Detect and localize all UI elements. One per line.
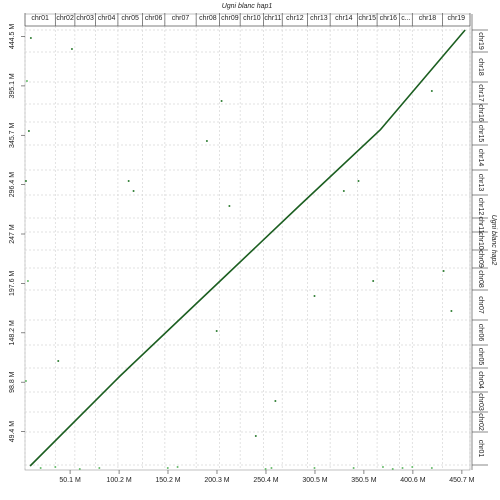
alignment-dot xyxy=(54,466,57,468)
y-tick-label: 444.5 M xyxy=(9,24,16,49)
alignment-dot xyxy=(342,190,345,192)
alignment-dot xyxy=(57,360,60,362)
x-chrom-label: chr05 xyxy=(121,15,139,22)
y-tick-label: 395.1 M xyxy=(9,73,16,98)
x-chrom-label: chr04 xyxy=(98,15,116,22)
alignment-dot xyxy=(29,37,32,39)
plot-frame xyxy=(24,13,471,471)
alignment-dot xyxy=(357,180,360,182)
x-chrom-label: chr16 xyxy=(380,15,398,22)
y-chrom-label: chr07 xyxy=(477,296,484,314)
x-tick-label: 300.5 M xyxy=(302,477,327,484)
y-chrom-label: chr17 xyxy=(477,84,484,102)
alignment-dot xyxy=(430,467,433,469)
alignment-dot xyxy=(27,130,30,132)
alignment-dot xyxy=(270,467,273,469)
x-chrom-label: chr18 xyxy=(419,15,437,22)
x-tick-label: 50.1 M xyxy=(59,477,81,484)
y-chrom-label: chr12 xyxy=(477,198,484,216)
x-chrom-label: chr07 xyxy=(172,15,190,22)
x-tick-label: 450.7 M xyxy=(449,477,474,484)
y-chrom-label: chr18 xyxy=(477,58,484,76)
alignment-dot xyxy=(313,467,316,469)
x-tick-label: 150.2 M xyxy=(155,477,180,484)
alignment-dot xyxy=(24,380,27,382)
chart-title: Ugni blanc hap1 xyxy=(222,3,273,10)
y-chrom-label: chr11 xyxy=(477,217,484,234)
alignment-dot xyxy=(215,330,218,332)
alignment-dot xyxy=(411,466,414,468)
alignment-dot xyxy=(352,467,355,469)
alignment-dot xyxy=(442,270,445,272)
x-tick-label: 250.4 M xyxy=(253,477,278,484)
y-chrom-label: chr13 xyxy=(477,174,484,192)
x-chrom-label: chr06 xyxy=(145,15,163,22)
alignment-dot xyxy=(228,205,231,207)
alignment-dot xyxy=(401,467,404,469)
y-chrom-label: chr01 xyxy=(477,440,484,458)
alignment-dot xyxy=(127,180,130,182)
x-chrom-label: chr10 xyxy=(243,15,261,22)
y-tick-label: 296.4 M xyxy=(9,172,16,197)
y-chrom-label: chr05 xyxy=(477,348,484,366)
y-chrom-label: chr09 xyxy=(477,250,484,268)
y-tick-label: 197.6 M xyxy=(9,271,16,296)
alignment-dot xyxy=(274,400,277,402)
x-chrom-label: chr02 xyxy=(56,15,74,22)
alignment-dot xyxy=(391,468,394,470)
alignment-dot xyxy=(381,466,384,468)
y-chrom-label: chr16 xyxy=(477,104,484,122)
x-chrom-label: chr11 xyxy=(264,15,281,22)
alignment-dot xyxy=(254,435,257,437)
y-chrom-label: chr02 xyxy=(477,413,484,431)
alignment-dot xyxy=(24,180,27,182)
x-chrom-label: chr09 xyxy=(221,15,239,22)
y-chrom-label: chr15 xyxy=(477,125,484,143)
y-chrom-label: chr03 xyxy=(477,393,484,411)
x-chrom-label: chr19 xyxy=(448,15,466,22)
alignment-dot xyxy=(176,466,179,468)
alignment-dot xyxy=(78,468,81,470)
alignment-dot xyxy=(450,310,453,312)
x-tick-label: 350.5 M xyxy=(351,477,376,484)
y-chrom-label: chr06 xyxy=(477,324,484,342)
y-tick-label: 247 M xyxy=(9,224,16,244)
alignment-line xyxy=(29,29,466,467)
y-tick-label: 49.4 M xyxy=(9,421,16,443)
alignment-dot xyxy=(25,80,28,82)
alignment-dot xyxy=(70,48,73,50)
x-chrom-label: chr01 xyxy=(31,15,49,22)
y-tick-label: 148.2 M xyxy=(9,320,16,345)
alignment-dot xyxy=(98,467,101,469)
y-title: Ugni blanc hap2 xyxy=(490,215,497,266)
y-chrom-label: chr19 xyxy=(477,32,484,50)
x-chrom-label: chr12 xyxy=(286,15,304,22)
y-tick-label: 345.7 M xyxy=(9,122,16,147)
x-chrom-label: chr14 xyxy=(335,15,353,22)
x-chrom-label: chr13 xyxy=(310,15,328,22)
x-chrom-label: chr03 xyxy=(76,15,94,22)
x-tick-label: 200.3 M xyxy=(204,477,229,484)
alignment-dot xyxy=(372,280,375,282)
y-tick-label: 98.8 M xyxy=(9,371,16,393)
alignment-dot xyxy=(205,140,208,142)
x-chrom-label: chr08 xyxy=(199,15,217,22)
alignment-dot xyxy=(39,467,42,469)
alignment-dot xyxy=(166,467,169,469)
alignment-dot xyxy=(313,295,316,297)
alignment-dot xyxy=(220,100,223,102)
alignment-dot xyxy=(264,468,267,470)
x-chrom-label: chr15 xyxy=(359,15,377,22)
y-chrom-label: chr10 xyxy=(477,232,484,250)
y-chrom-label: chr14 xyxy=(477,149,484,167)
x-chrom-label: c... xyxy=(401,15,410,22)
x-tick-label: 100.2 M xyxy=(106,477,131,484)
alignment-dot xyxy=(430,90,433,92)
alignment-dot xyxy=(26,280,29,282)
y-chrom-label: chr08 xyxy=(477,270,484,288)
x-tick-label: 400.6 M xyxy=(400,477,425,484)
y-chrom-label: chr04 xyxy=(477,371,484,389)
alignment-dot xyxy=(132,190,135,192)
